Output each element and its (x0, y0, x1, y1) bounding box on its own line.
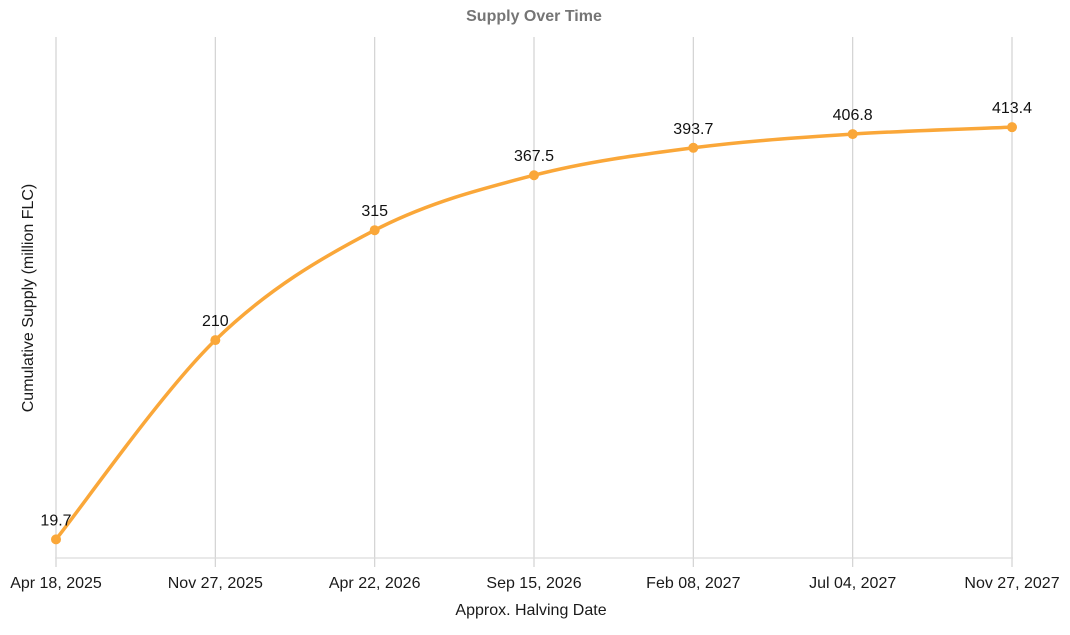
x-tick-label: Feb 08, 2027 (646, 575, 740, 592)
data-point-label: 393.7 (673, 121, 713, 138)
chart-title: Supply Over Time (466, 8, 602, 25)
x-tick-label: Jul 04, 2027 (809, 575, 896, 592)
x-tick-label: Sep 15, 2026 (486, 575, 581, 592)
x-tick-label: Nov 27, 2025 (168, 575, 263, 592)
data-point-label: 413.4 (992, 100, 1032, 117)
data-point (688, 142, 699, 153)
data-point-label: 367.5 (514, 148, 554, 165)
x-tick-label: Nov 27, 2027 (964, 575, 1059, 592)
data-point-labels: 19.7 210 315 367.5 393.7 406.8 413.4 (40, 100, 1032, 529)
data-point (529, 170, 539, 181)
data-point-label: 19.7 (40, 512, 71, 529)
data-point-label: 406.8 (833, 107, 873, 124)
data-point (210, 335, 221, 346)
data-points (51, 122, 1017, 545)
data-point-label: 315 (361, 203, 388, 220)
x-tick-label: Apr 22, 2026 (329, 575, 421, 592)
data-point (1007, 122, 1017, 133)
data-point (369, 225, 380, 236)
data-point (847, 129, 858, 140)
x-tick-label: Apr 18, 2025 (10, 575, 102, 592)
x-axis-title: Approx. Halving Date (455, 602, 606, 619)
data-point (51, 534, 61, 545)
x-tick-labels: Apr 18, 2025 Nov 27, 2025 Apr 22, 2026 Sep … (10, 575, 1060, 592)
data-point-label: 210 (202, 313, 229, 330)
y-axis-title: Cumulative Supply (million FLC) (20, 184, 37, 413)
